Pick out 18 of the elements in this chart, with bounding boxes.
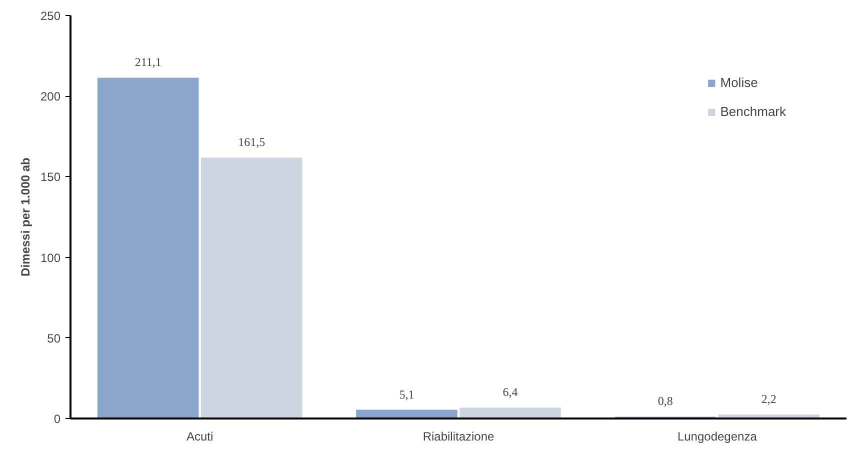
y-tick-label: 250 <box>40 9 61 23</box>
x-tick-label: Acuti <box>186 430 214 444</box>
data-label: 2,2 <box>761 392 776 406</box>
legend-label: Molise <box>720 75 758 90</box>
data-label: 6,4 <box>502 385 518 400</box>
y-tick-label: 200 <box>40 90 61 104</box>
legend-label: Benchmark <box>720 104 786 119</box>
y-tick-label: 50 <box>47 331 61 346</box>
data-label: 0,8 <box>658 394 673 408</box>
data-label: 5,1 <box>399 387 414 402</box>
data-label: 161,5 <box>238 135 266 150</box>
y-tick-label: 150 <box>40 170 61 184</box>
y-tick-label: 100 <box>40 250 61 265</box>
y-axis-title: Dimessi per 1.000 ab <box>18 158 32 276</box>
y-tick-label: 0 <box>54 412 61 426</box>
x-tick-label: Lungodegenza <box>677 430 758 444</box>
x-tick-label: Riabilitazione <box>422 430 495 444</box>
data-label: 211,1 <box>134 55 162 70</box>
